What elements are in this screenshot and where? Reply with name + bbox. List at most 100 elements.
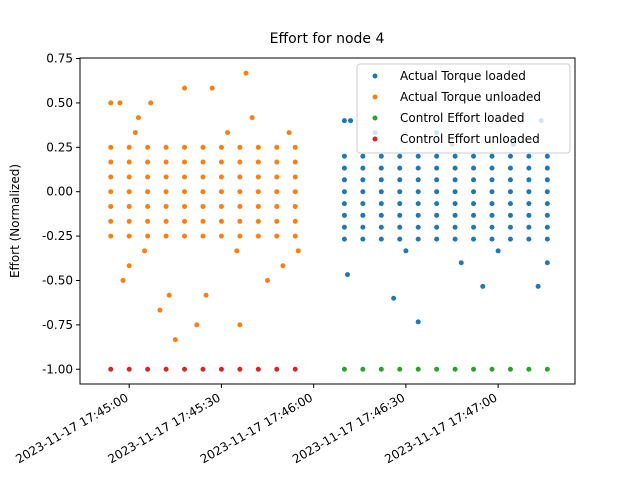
scatter-point: [360, 212, 366, 218]
y-tick-label: 0.75: [46, 52, 73, 66]
scatter-point: [157, 307, 163, 313]
scatter-point: [348, 118, 354, 124]
scatter-point: [526, 212, 532, 218]
scatter-point: [403, 248, 409, 254]
scatter-point: [526, 366, 532, 372]
scatter-point: [526, 189, 532, 195]
scatter-point: [126, 174, 132, 180]
scatter-point: [544, 212, 550, 218]
scatter-point: [255, 233, 261, 239]
scatter-point: [126, 366, 132, 372]
scatter-point: [182, 203, 188, 209]
scatter-point: [535, 283, 541, 289]
scatter-point: [544, 260, 550, 266]
scatter-point: [544, 201, 550, 207]
scatter-point: [397, 366, 403, 372]
scatter-point: [378, 153, 384, 159]
scatter-point: [243, 70, 249, 76]
scatter-point: [237, 189, 243, 195]
scatter-point: [415, 366, 421, 372]
scatter-point: [255, 159, 261, 165]
scatter-point: [489, 153, 495, 159]
scatter-point: [341, 189, 347, 195]
scatter-point: [378, 236, 384, 242]
scatter-point: [274, 233, 280, 239]
scatter-point: [341, 118, 347, 124]
scatter-point: [145, 218, 151, 224]
scatter-point: [341, 201, 347, 207]
y-tick-label: -0.75: [42, 318, 73, 332]
scatter-point: [108, 189, 114, 195]
legend-marker: [372, 94, 378, 100]
legend-marker: [372, 73, 378, 79]
scatter-point: [471, 201, 477, 207]
scatter-point: [132, 130, 138, 136]
scatter-point: [255, 366, 261, 372]
scatter-point: [120, 277, 126, 283]
scatter-point: [237, 174, 243, 180]
scatter-point: [225, 130, 231, 136]
scatter-point: [126, 144, 132, 150]
scatter-point: [378, 366, 384, 372]
scatter-point: [218, 144, 224, 150]
scatter-point: [209, 85, 215, 91]
scatter-point: [360, 236, 366, 242]
plot-frame: [79, 57, 576, 385]
scatter-point: [415, 236, 421, 242]
scatter-point: [526, 177, 532, 183]
scatter-point: [135, 115, 141, 121]
scatter-point: [341, 236, 347, 242]
scatter-point: [126, 263, 132, 269]
y-tick-label: 0.00: [46, 185, 73, 199]
scatter-point: [489, 212, 495, 218]
scatter-point: [434, 177, 440, 183]
scatter-point: [218, 203, 224, 209]
scatter-point: [148, 100, 154, 106]
scatter-point: [200, 144, 206, 150]
scatter-point: [480, 283, 486, 289]
scatter-point: [452, 189, 458, 195]
scatter-point: [218, 233, 224, 239]
scatter-point: [544, 153, 550, 159]
scatter-point: [292, 203, 298, 209]
scatter-point: [126, 159, 132, 165]
scatter-point: [292, 233, 298, 239]
scatter-point: [507, 201, 513, 207]
scatter-point: [378, 212, 384, 218]
legend-label: Actual Torque loaded: [400, 69, 526, 83]
scatter-point: [163, 189, 169, 195]
scatter-point: [163, 203, 169, 209]
scatter-point: [237, 218, 243, 224]
scatter-point: [489, 165, 495, 171]
scatter-point: [108, 218, 114, 224]
scatter-point: [237, 203, 243, 209]
scatter-point: [265, 277, 271, 283]
scatter-point: [292, 189, 298, 195]
legend: Actual Torque loaded Actual Torque unload…: [356, 63, 571, 154]
scatter-point: [452, 236, 458, 242]
scatter-point: [415, 165, 421, 171]
scatter-point: [507, 189, 513, 195]
scatter-point: [526, 224, 532, 230]
scatter-point: [126, 233, 132, 239]
scatter-point: [415, 153, 421, 159]
scatter-point: [218, 218, 224, 224]
scatter-point: [255, 203, 261, 209]
scatter-point: [163, 159, 169, 165]
scatter-point: [341, 153, 347, 159]
scatter-point: [255, 189, 261, 195]
scatter-point: [237, 159, 243, 165]
scatter-point: [378, 177, 384, 183]
scatter-point: [200, 218, 206, 224]
scatter-point: [145, 233, 151, 239]
scatter-point: [544, 165, 550, 171]
scatter-point: [255, 144, 261, 150]
scatter-point: [163, 218, 169, 224]
scatter-point: [255, 174, 261, 180]
scatter-point: [526, 153, 532, 159]
scatter-point: [391, 295, 397, 301]
scatter-point: [237, 366, 243, 372]
scatter-point: [108, 144, 114, 150]
scatter-point: [292, 218, 298, 224]
